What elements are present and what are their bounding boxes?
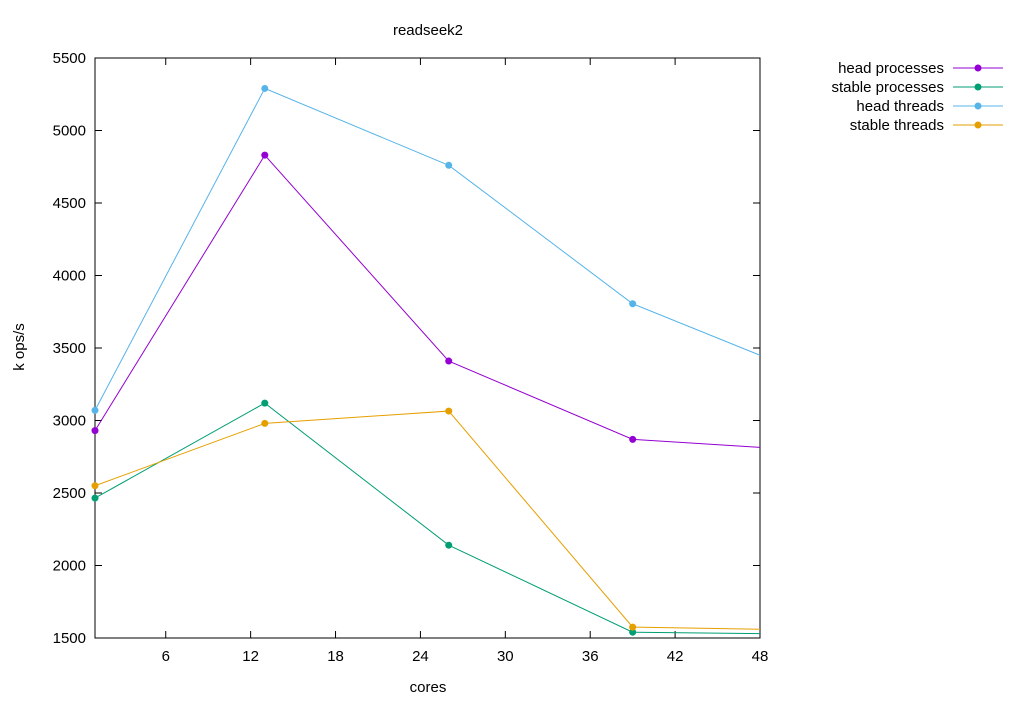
data-point	[261, 419, 269, 427]
data-point	[91, 406, 99, 414]
legend-item: stable threads	[850, 117, 1003, 134]
data-point	[629, 623, 637, 631]
y-tick-label: 5000	[53, 123, 86, 140]
x-tick-label: 42	[667, 648, 684, 665]
data-point	[629, 435, 637, 443]
legend-label: head processes	[838, 60, 944, 77]
data-point	[261, 151, 269, 159]
data-point	[445, 541, 453, 549]
data-point	[445, 357, 453, 365]
legend-item: head processes	[838, 60, 1003, 77]
series-line	[94, 410, 761, 630]
legend-marker	[974, 83, 982, 91]
series-stable-processes	[91, 399, 761, 636]
data-point	[261, 84, 269, 92]
data-point	[629, 628, 637, 636]
y-tick-label: 1500	[53, 630, 86, 647]
series-line	[94, 402, 761, 635]
data-point	[445, 161, 453, 169]
data-point	[445, 407, 453, 415]
x-tick-label: 36	[582, 648, 599, 665]
x-tick-label: 6	[162, 648, 170, 665]
data-point	[91, 427, 99, 435]
legend-label: stable processes	[831, 79, 944, 96]
legend-item: head threads	[856, 98, 1003, 115]
series-head-processes	[91, 151, 761, 448]
y-tick-label: 3500	[53, 340, 86, 357]
x-axis-label: cores	[410, 679, 447, 696]
y-tick-label: 2000	[53, 558, 86, 575]
series-stable-threads	[91, 407, 761, 631]
data-point	[91, 494, 99, 502]
legend-marker	[974, 64, 982, 72]
series-line	[94, 87, 761, 411]
y-tick-label: 4000	[53, 268, 86, 285]
x-tick-label: 12	[242, 648, 259, 665]
data-point	[91, 482, 99, 490]
legend-marker	[974, 102, 982, 110]
legend-label: head threads	[856, 98, 944, 115]
data-point	[629, 300, 637, 308]
data-point	[261, 399, 269, 407]
y-tick-label: 3000	[53, 413, 86, 430]
y-tick-label: 5500	[53, 50, 86, 67]
chart-title: readseek2	[393, 22, 463, 39]
plot-frame	[94, 57, 761, 639]
x-tick-label: 30	[497, 648, 514, 665]
y-axis: 1500 2000 2500 3000 3500 4000 4500 5000 5500	[53, 50, 760, 647]
x-tick-label: 48	[752, 648, 769, 665]
y-axis-label: k ops/s	[11, 323, 28, 371]
series-line	[94, 154, 761, 448]
y-tick-label: 2500	[53, 485, 86, 502]
legend-item: stable processes	[831, 79, 1003, 96]
series-head-threads	[91, 84, 761, 414]
x-tick-label: 24	[412, 648, 429, 665]
series-layer	[91, 84, 761, 636]
x-axis: 6 12 18 24 30 36 42 48	[162, 58, 769, 665]
legend-marker	[974, 121, 982, 129]
legend: head processes stable processes head threa…	[831, 60, 1003, 134]
y-tick-label: 4500	[53, 195, 86, 212]
legend-label: stable threads	[850, 117, 944, 134]
x-tick-label: 18	[327, 648, 344, 665]
